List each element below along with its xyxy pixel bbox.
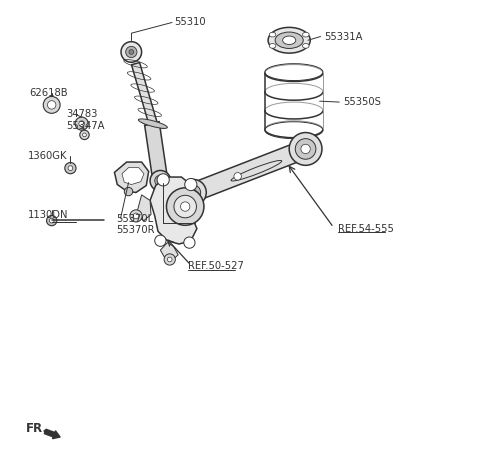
Circle shape [234,173,241,180]
Circle shape [180,179,206,206]
Circle shape [158,178,163,183]
Ellipse shape [283,36,296,45]
Circle shape [155,175,166,186]
Ellipse shape [269,44,276,48]
Text: 34783: 34783 [67,109,98,119]
Polygon shape [160,243,178,260]
Ellipse shape [275,32,303,48]
Circle shape [126,46,137,57]
Text: 55350S: 55350S [343,97,381,107]
Circle shape [80,130,89,139]
Circle shape [48,100,56,109]
Polygon shape [122,168,144,184]
Circle shape [185,178,197,191]
Circle shape [295,138,316,159]
Circle shape [83,133,86,137]
Ellipse shape [302,32,309,37]
Text: 55370R: 55370R [116,225,155,235]
Polygon shape [114,162,149,192]
Text: 1360GK: 1360GK [28,151,68,162]
Text: 55370L: 55370L [116,214,153,224]
Circle shape [174,195,196,218]
Circle shape [157,174,169,186]
Text: 62618B: 62618B [29,88,68,98]
Circle shape [68,166,73,171]
Circle shape [184,237,195,248]
Circle shape [155,235,166,246]
Polygon shape [136,195,151,220]
Circle shape [75,117,88,130]
Circle shape [79,121,84,127]
Circle shape [130,210,142,222]
Circle shape [47,216,57,226]
Ellipse shape [302,44,309,48]
FancyArrow shape [44,429,60,438]
Ellipse shape [138,119,168,128]
Polygon shape [190,140,309,201]
Circle shape [186,185,201,200]
Text: 1130DN: 1130DN [28,210,69,219]
Text: FR.: FR. [25,422,48,435]
Ellipse shape [269,32,276,37]
Circle shape [124,187,133,196]
Circle shape [121,42,142,62]
Text: REF.54-555: REF.54-555 [338,224,394,234]
Circle shape [65,163,76,174]
Circle shape [180,202,190,211]
Polygon shape [132,63,157,126]
Circle shape [43,97,60,113]
Circle shape [129,50,133,55]
Circle shape [150,171,171,191]
Circle shape [167,188,204,225]
Circle shape [190,189,196,196]
Text: REF.50-527: REF.50-527 [189,261,244,271]
Text: 55331A: 55331A [324,31,363,42]
Circle shape [49,218,54,223]
Circle shape [133,213,139,219]
Polygon shape [150,177,197,244]
Ellipse shape [268,27,310,53]
Circle shape [164,254,175,265]
Text: 55310: 55310 [174,18,206,27]
Polygon shape [144,122,168,182]
Circle shape [289,133,322,165]
Circle shape [301,144,310,154]
Text: 55347A: 55347A [67,120,105,130]
Circle shape [168,257,172,262]
